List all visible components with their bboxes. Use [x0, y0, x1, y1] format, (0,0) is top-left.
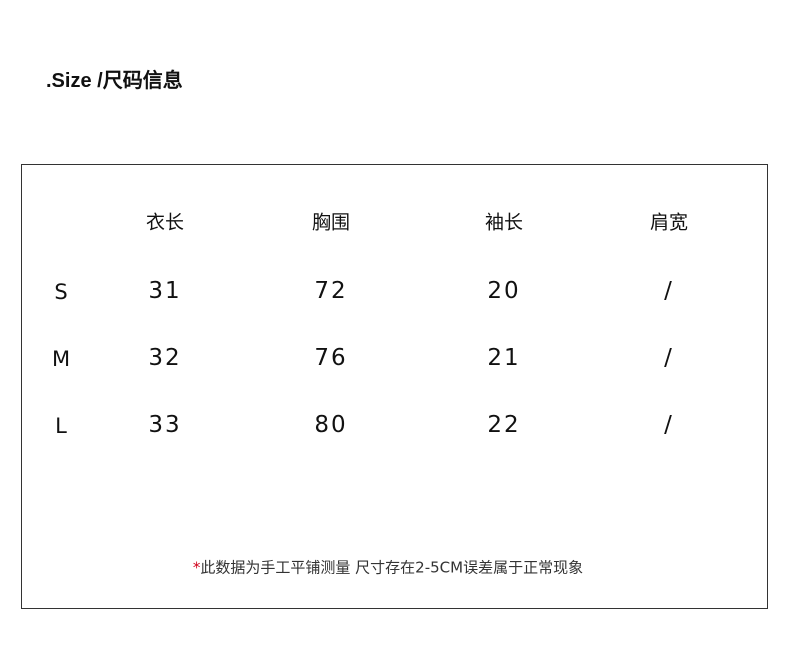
note-marker: *: [192, 558, 201, 577]
table-cell: 31: [148, 278, 182, 304]
column-header: 袖长: [484, 211, 524, 234]
size-table: [21, 164, 768, 609]
table-cell: /: [664, 345, 674, 371]
table-cell: 32: [148, 345, 182, 371]
table-cell: 20: [487, 278, 521, 304]
table-cell: 76: [314, 345, 348, 371]
table-cell: /: [664, 412, 674, 438]
table-cell: /: [664, 278, 674, 304]
column-header: 衣长: [145, 211, 185, 234]
table-cell: 80: [314, 412, 348, 438]
measurement-note: *此数据为手工平铺测量 尺寸存在2-5CM误差属于正常现象: [193, 557, 583, 578]
table-cell: 22: [487, 412, 521, 438]
column-header: 胸围: [311, 211, 351, 234]
size-label: S: [54, 280, 68, 304]
table-cell: 72: [314, 278, 348, 304]
column-header: 肩宽: [649, 211, 689, 234]
page-title: .Size /尺码信息: [46, 70, 183, 92]
note-text: 此数据为手工平铺测量 尺寸存在2-5CM误差属于正常现象: [200, 558, 584, 577]
size-label: L: [55, 414, 67, 438]
table-cell: 33: [148, 412, 182, 438]
size-label: M: [51, 347, 71, 371]
table-cell: 21: [487, 345, 521, 371]
